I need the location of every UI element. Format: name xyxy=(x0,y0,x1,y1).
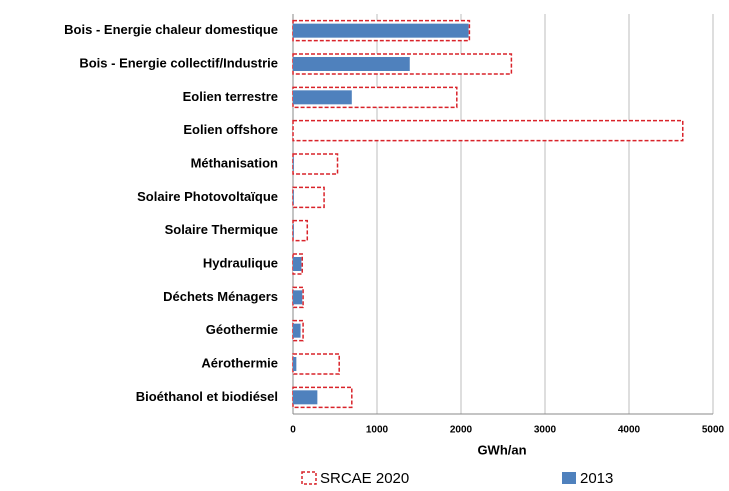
bar xyxy=(292,119,684,142)
legend-label: 2013 xyxy=(580,470,613,486)
bar xyxy=(293,257,302,271)
bar xyxy=(293,390,318,405)
y-tick-label: Bois - Energie chaleur domestique xyxy=(64,22,278,37)
y-tick-label: Solaire Thermique xyxy=(165,222,278,237)
bar xyxy=(293,90,352,105)
y-tick-label: Solaire Photovoltaïque xyxy=(137,189,278,204)
legend-label: SRCAE 2020 xyxy=(320,470,409,486)
bar xyxy=(293,57,410,71)
x-axis-title: GWh/an xyxy=(477,442,526,457)
bar xyxy=(293,157,294,171)
y-tick-label: Bioéthanol et biodiésel xyxy=(136,389,278,404)
bar xyxy=(293,23,469,38)
x-tick-label: 5000 xyxy=(702,425,725,436)
bar xyxy=(293,323,301,338)
x-tick-label: 4000 xyxy=(618,425,641,436)
bar xyxy=(292,219,309,242)
x-tick-label: 0 xyxy=(290,425,296,436)
legend-swatch xyxy=(301,471,317,485)
y-tick-label: Méthanisation xyxy=(191,155,278,170)
y-tick-label: Eolien offshore xyxy=(183,122,278,137)
y-tick-label: Eolien terrestre xyxy=(183,89,278,104)
x-tick-label: 2000 xyxy=(450,425,473,436)
y-tick-label: Aérothermie xyxy=(201,355,278,370)
y-tick-label: Déchets Ménagers xyxy=(163,289,278,304)
y-tick-label: Hydraulique xyxy=(203,255,278,270)
bar xyxy=(293,190,294,205)
legend-swatch xyxy=(562,472,576,484)
bar xyxy=(293,290,303,305)
bar xyxy=(293,357,297,371)
bar xyxy=(293,223,294,238)
x-tick-label: 3000 xyxy=(534,425,557,436)
y-tick-label: Bois - Energie collectif/Industrie xyxy=(79,55,278,70)
bar xyxy=(292,353,340,375)
x-tick-label: 1000 xyxy=(366,425,389,436)
y-tick-label: Géothermie xyxy=(206,322,278,337)
bar xyxy=(292,153,339,175)
bar xyxy=(292,186,325,209)
